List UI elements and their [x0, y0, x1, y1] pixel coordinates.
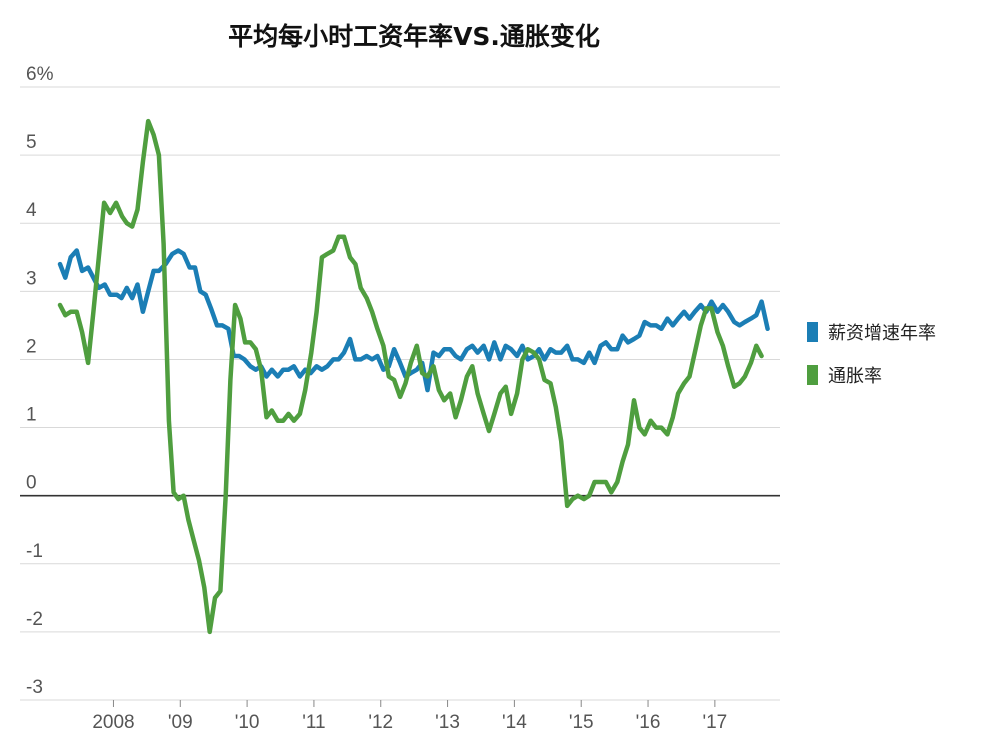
legend-label: 通胀率 — [828, 366, 882, 387]
y-tick-label: -1 — [26, 541, 43, 562]
x-axis-ticks: 2008 '09 '10 '11 '12 '13 '14 '15 '16 '17 — [92, 700, 727, 733]
x-tick-label: 2008 — [92, 712, 134, 733]
y-tick-label: 0 — [26, 473, 37, 494]
y-tick-label: 3 — [26, 268, 37, 289]
x-tick-label: '13 — [435, 712, 460, 733]
series-layer — [57, 118, 770, 635]
y-axis-ticks: 6% 5 4 3 2 1 0 -1 -2 -3 — [26, 64, 54, 698]
y-tick-label: 4 — [26, 200, 37, 221]
legend-label: 薪资增速年率 — [828, 323, 936, 344]
x-tick-label: '17 — [702, 712, 727, 733]
series-line-inflation — [57, 118, 764, 635]
x-tick-label: '14 — [502, 712, 527, 733]
x-tick-label: '10 — [235, 712, 260, 733]
legend-swatch — [807, 365, 818, 385]
legend-swatch — [807, 322, 818, 342]
series-line-wage-growth — [57, 248, 770, 393]
x-tick-label: '11 — [302, 712, 325, 733]
x-tick-label: '12 — [368, 712, 393, 733]
y-tick-label: -3 — [26, 677, 43, 698]
y-tick-label: 2 — [26, 336, 37, 357]
y-tick-label: 1 — [26, 405, 37, 426]
y-tick-label: 6% — [26, 64, 54, 85]
x-tick-label: '16 — [636, 712, 661, 733]
x-tick-label: '15 — [569, 712, 594, 733]
y-tick-label: 5 — [26, 132, 37, 153]
y-tick-label: -2 — [26, 609, 43, 630]
chart-title: 平均每小时工资年率VS.通胀变化 — [228, 22, 600, 51]
x-tick-label: '09 — [168, 712, 193, 733]
